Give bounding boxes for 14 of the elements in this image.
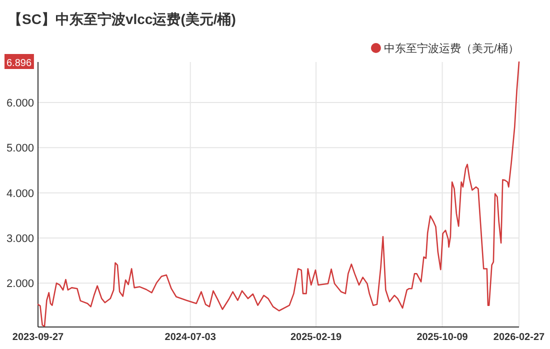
- y-tick-label: 4.000: [6, 188, 34, 200]
- chart-title: 【SC】中东至宁波vlcc运费(美元/桶): [8, 11, 236, 27]
- x-tick-label: 2025-02-19: [290, 332, 342, 343]
- legend-label: 中东至宁波运费（美元/桶）: [384, 42, 519, 55]
- y-tick-label: 6.000: [6, 97, 34, 110]
- y-tick-label: 2.000: [6, 278, 34, 290]
- x-tick-label: 2026-02-27: [493, 332, 546, 343]
- y-tick-label: 3.000: [6, 233, 34, 246]
- x-tick-label: 2025-10-09: [416, 332, 468, 343]
- text: 6.896: [6, 58, 32, 69]
- x-tick-label: 2024-07-03: [164, 332, 216, 343]
- x-tick-label: 2023-09-27: [12, 332, 64, 343]
- y-tick-label: 5.000: [6, 142, 34, 155]
- line-series: [37, 61, 520, 327]
